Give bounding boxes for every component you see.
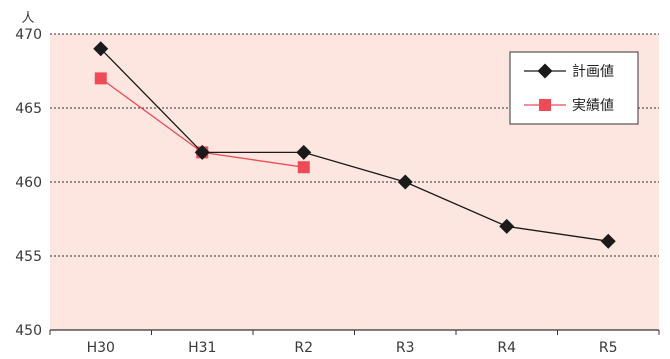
y-axis-unit-label: 人 bbox=[21, 11, 34, 26]
x-tick-label: R3 bbox=[396, 340, 415, 356]
data-point bbox=[600, 233, 616, 249]
x-tick-label: R5 bbox=[599, 340, 618, 356]
x-tick-label: R4 bbox=[497, 340, 516, 356]
data-point bbox=[297, 161, 310, 174]
data-point bbox=[94, 72, 107, 85]
data-point bbox=[296, 144, 312, 160]
legend-box bbox=[509, 51, 639, 125]
y-tick-label: 465 bbox=[15, 101, 42, 117]
gridlines bbox=[50, 33, 659, 257]
y-tick-label: 460 bbox=[15, 175, 42, 191]
y-tick-labels: 450 455 460 465 470 bbox=[15, 27, 42, 339]
y-tick-label: 450 bbox=[15, 323, 42, 339]
x-tick-marks bbox=[49, 330, 660, 335]
data-point bbox=[93, 41, 109, 57]
data-point bbox=[397, 174, 413, 190]
data-point bbox=[499, 218, 515, 234]
series-layer bbox=[93, 41, 616, 249]
x-tick-label: R2 bbox=[294, 340, 313, 356]
x-tick-label: H31 bbox=[188, 340, 216, 356]
x-tick-label: H30 bbox=[87, 340, 115, 356]
legend-marker bbox=[539, 99, 551, 111]
x-tick-labels: H30 H31 R2 R3 R4 R5 bbox=[87, 340, 618, 356]
data-point bbox=[194, 144, 210, 160]
y-tick-label: 470 bbox=[15, 27, 42, 43]
legend-label: 計画値 bbox=[572, 64, 614, 80]
legend-item: 計画値 bbox=[524, 63, 614, 80]
series-line bbox=[100, 48, 609, 242]
y-tick-label: 455 bbox=[15, 249, 42, 265]
legend-label: 実績値 bbox=[572, 98, 614, 114]
legend-marker bbox=[537, 63, 553, 79]
series-1 bbox=[93, 41, 616, 249]
legend-item: 実績値 bbox=[524, 98, 614, 114]
